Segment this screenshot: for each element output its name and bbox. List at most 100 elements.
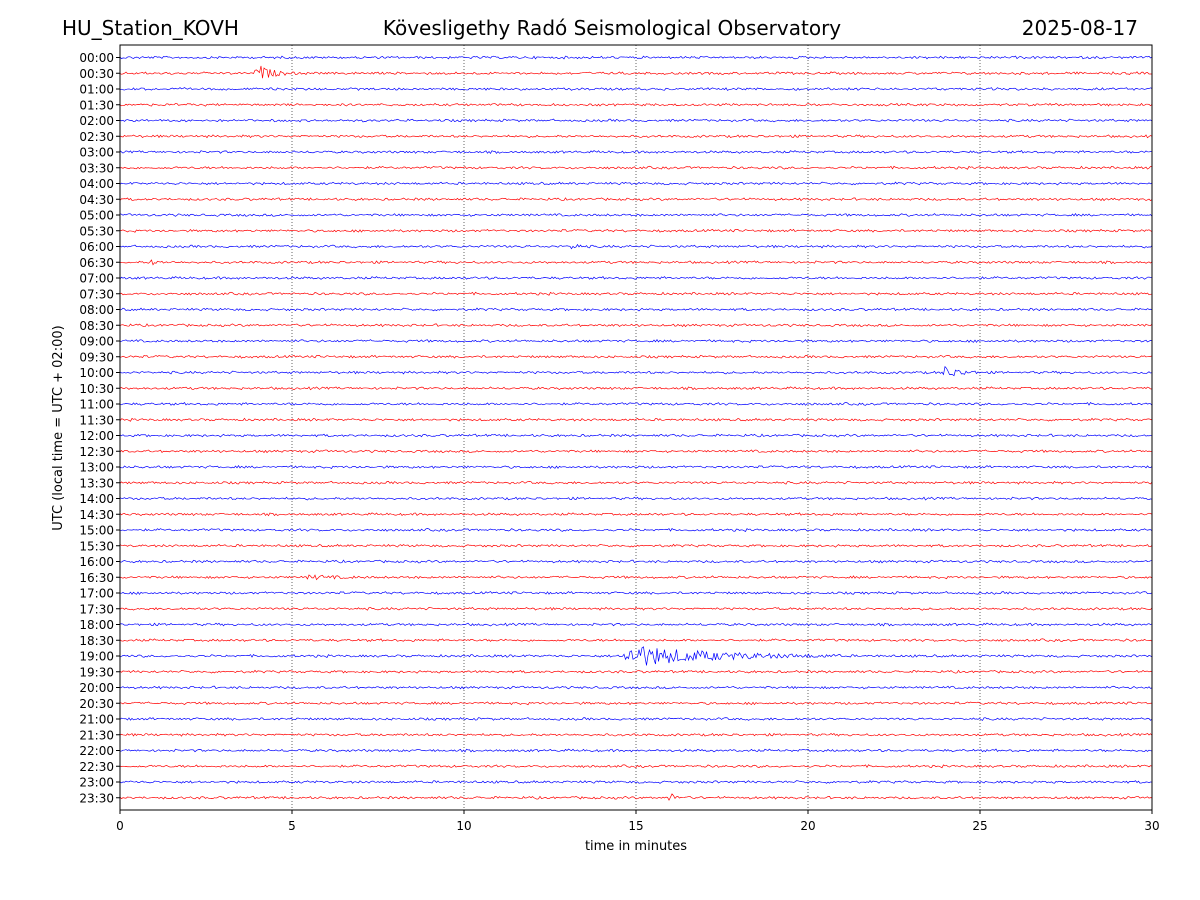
- row-label: 07:00: [79, 272, 114, 286]
- trace-1030: [119, 386, 1153, 391]
- trace-1700: [119, 591, 1153, 595]
- row-label: 08:00: [79, 303, 114, 317]
- trace-1830: [119, 638, 1153, 643]
- trace-2230: [119, 764, 1153, 769]
- trace-0200: [119, 118, 1153, 123]
- trace-1930: [119, 669, 1153, 674]
- row-label: 13:00: [79, 461, 114, 475]
- trace-2100: [119, 717, 1153, 721]
- chart-title: Kövesligethy Radó Seismological Observat…: [383, 16, 841, 40]
- trace-0230: [119, 134, 1153, 139]
- trace-2000: [119, 685, 1153, 690]
- trace-1200: [119, 433, 1153, 438]
- trace-1230: [119, 449, 1153, 454]
- row-label: 00:30: [79, 67, 114, 81]
- trace-1530: [119, 543, 1153, 548]
- x-axis-label: time in minutes: [585, 839, 687, 854]
- trace-0730: [119, 291, 1153, 296]
- trace-2200: [119, 748, 1153, 753]
- x-tick-label: 0: [116, 819, 124, 833]
- trace-0700: [119, 276, 1153, 280]
- trace-2330: [119, 793, 1153, 801]
- trace-2130: [119, 732, 1153, 737]
- row-label: 05:00: [79, 209, 114, 223]
- trace-0500: [119, 213, 1153, 217]
- row-label: 09:00: [79, 335, 114, 349]
- trace-0830: [119, 323, 1153, 328]
- row-label: 16:30: [79, 571, 114, 585]
- trace-1900: [119, 646, 1153, 666]
- row-label: 19:30: [79, 665, 114, 679]
- row-label: 17:30: [79, 602, 114, 616]
- row-label: 06:00: [79, 240, 114, 254]
- trace-1600: [119, 559, 1153, 564]
- row-label: 23:00: [79, 776, 114, 790]
- trace-2300: [119, 780, 1153, 784]
- station-name: HU_Station_KOVH: [62, 16, 239, 40]
- row-label: 23:30: [79, 791, 114, 805]
- grid-lines: [291, 45, 981, 810]
- row-label: 22:30: [79, 760, 114, 774]
- row-label: 22:00: [79, 744, 114, 758]
- row-label: 14:30: [79, 508, 114, 522]
- row-label: 02:30: [79, 130, 114, 144]
- row-label: 05:30: [79, 224, 114, 238]
- trace-0130: [119, 102, 1153, 107]
- row-label: 09:30: [79, 350, 114, 364]
- row-label: 10:00: [79, 366, 114, 380]
- trace-1630: [119, 574, 1153, 581]
- row-label: 19:00: [79, 650, 114, 664]
- trace-1400: [119, 496, 1153, 501]
- x-axis-ticks: 0 5 10 15 20 25 30: [116, 810, 1160, 833]
- row-label: 06:30: [79, 256, 114, 270]
- row-label: 14:00: [79, 492, 114, 506]
- x-tick-label: 5: [288, 819, 296, 833]
- row-label: 04:30: [79, 193, 114, 207]
- trace-1300: [119, 465, 1153, 469]
- row-label: 21:30: [79, 728, 114, 742]
- trace-0300: [119, 150, 1153, 155]
- row-label: 00:00: [79, 51, 114, 65]
- row-label: 21:00: [79, 713, 114, 727]
- trace-1430: [119, 512, 1153, 517]
- trace-0330: [119, 165, 1153, 170]
- trace-0430: [119, 197, 1153, 202]
- row-label: 12:00: [79, 429, 114, 443]
- trace-0000: [119, 55, 1153, 60]
- trace-1130: [119, 417, 1153, 422]
- row-label: 07:30: [79, 287, 114, 301]
- row-label: 17:00: [79, 587, 114, 601]
- row-label: 13:30: [79, 476, 114, 490]
- row-label: 20:30: [79, 697, 114, 711]
- trace-group: [119, 55, 1153, 801]
- plot-frame: [119, 44, 1153, 811]
- row-label: 03:00: [79, 146, 114, 160]
- row-label: 01:00: [79, 83, 114, 97]
- x-tick-label: 15: [628, 819, 643, 833]
- row-label: 02:00: [79, 114, 114, 128]
- trace-1330: [119, 480, 1153, 485]
- trace-1800: [119, 622, 1153, 627]
- row-label: 15:30: [79, 539, 114, 553]
- y-axis-label: UTC (local time = UTC + 02:00): [51, 325, 66, 530]
- trace-0400: [119, 181, 1153, 186]
- x-tick-label: 10: [456, 819, 471, 833]
- x-tick-label: 25: [972, 819, 987, 833]
- row-label: 20:00: [79, 681, 114, 695]
- trace-0900: [119, 339, 1153, 343]
- trace-0530: [119, 228, 1153, 233]
- row-label: 10:30: [79, 382, 114, 396]
- trace-1730: [119, 606, 1153, 611]
- row-label: 11:00: [79, 398, 114, 412]
- trace-0630: [119, 259, 1153, 266]
- row-label: 01:30: [79, 98, 114, 112]
- trace-2030: [119, 701, 1153, 706]
- trace-0800: [119, 307, 1153, 312]
- row-label: 11:30: [79, 413, 114, 427]
- row-label: 18:30: [79, 634, 114, 648]
- trace-0930: [119, 354, 1153, 359]
- trace-0030: [119, 65, 1153, 79]
- row-label: 12:30: [79, 445, 114, 459]
